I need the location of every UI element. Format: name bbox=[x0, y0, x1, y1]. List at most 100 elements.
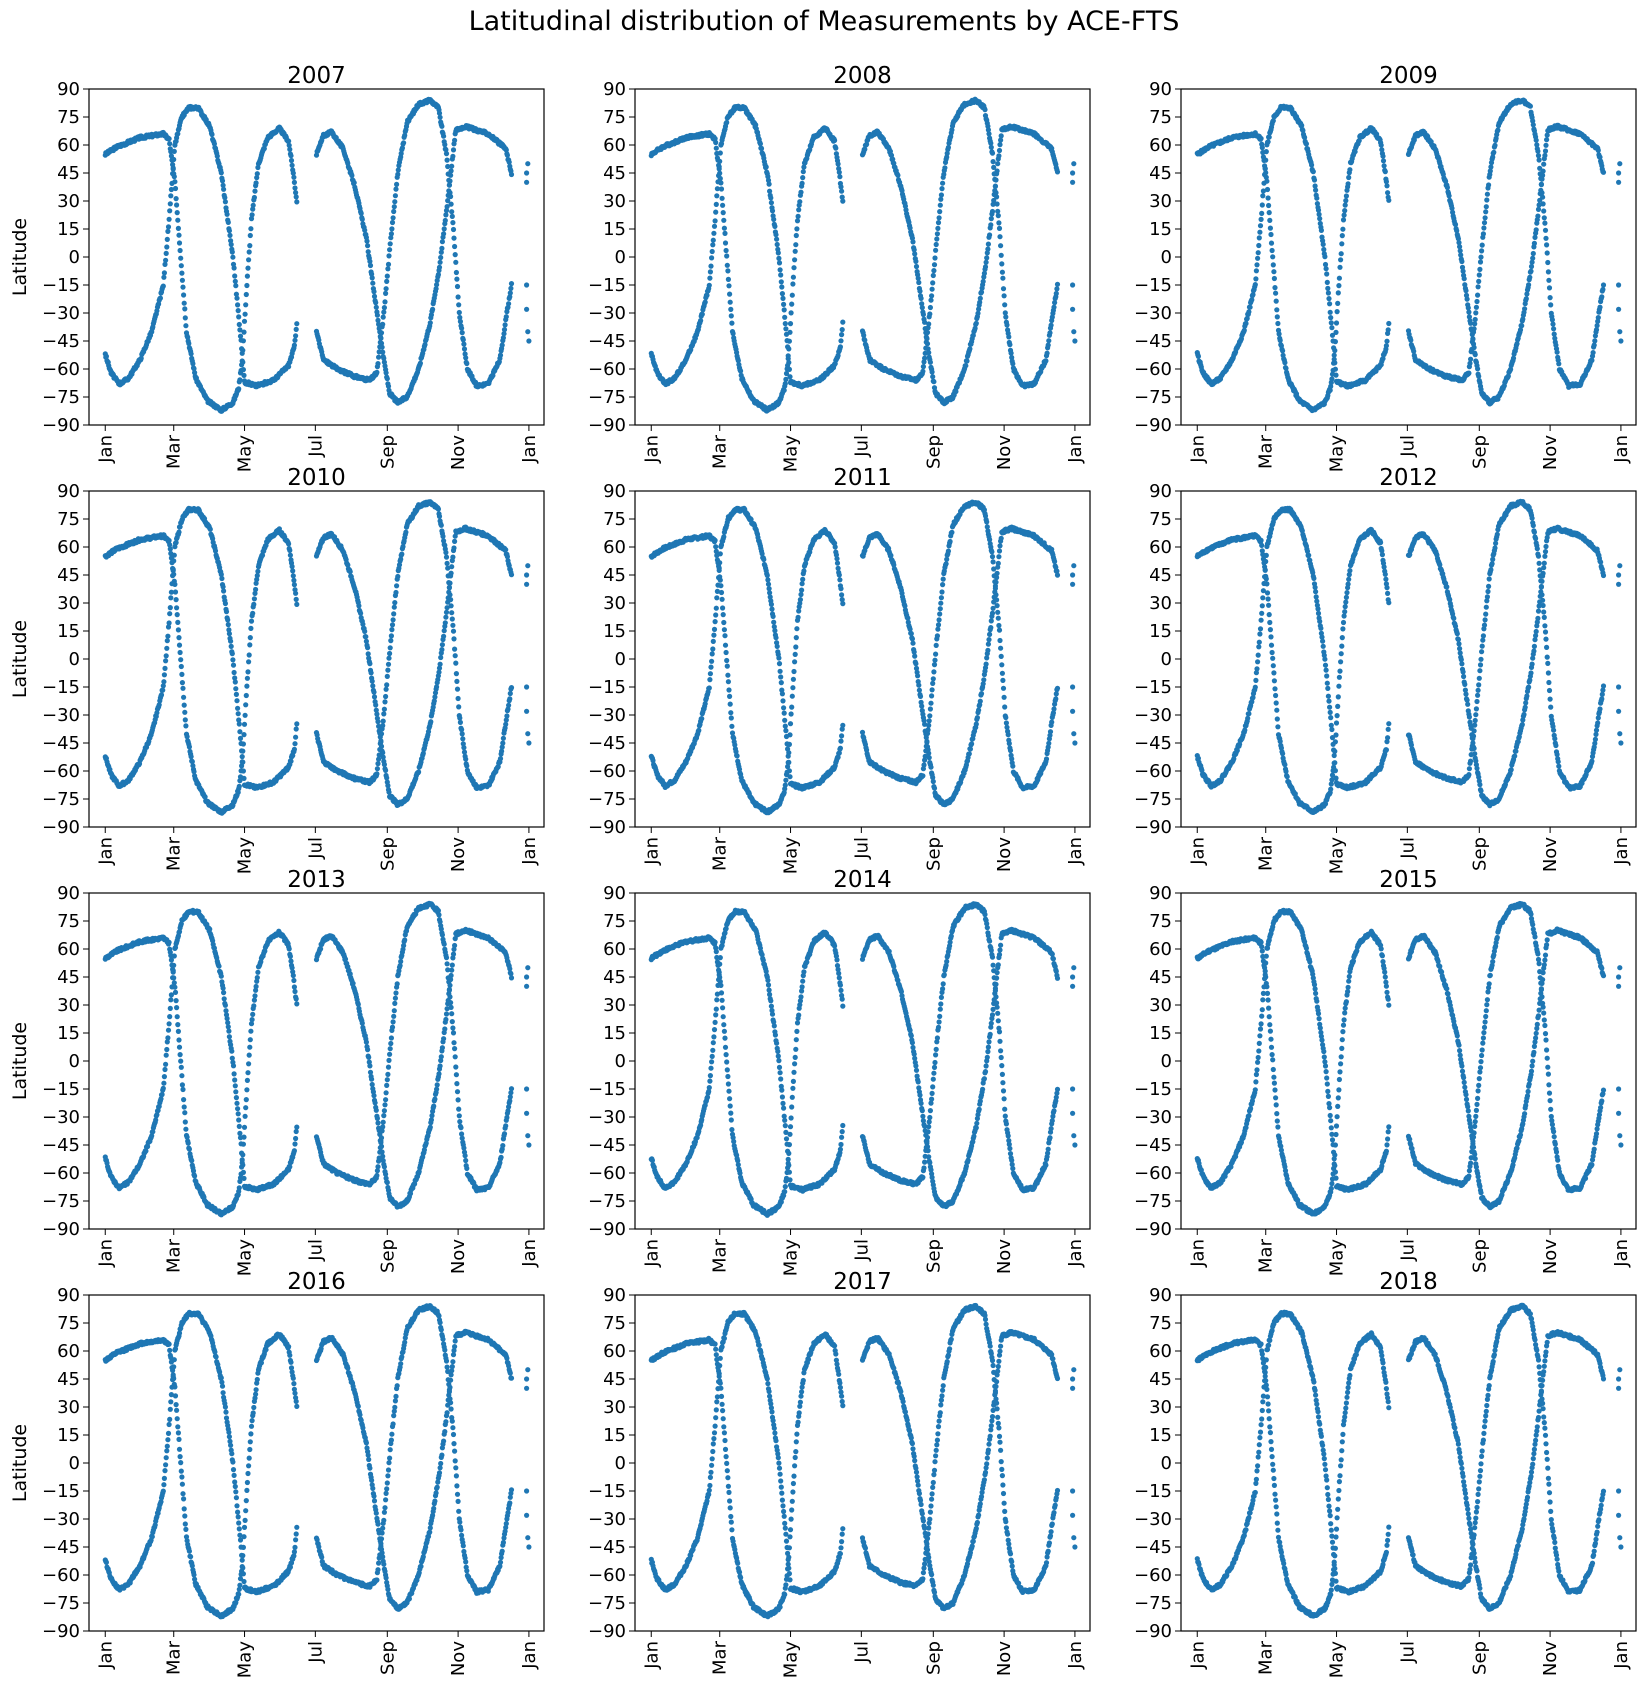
data-point bbox=[1533, 227, 1539, 233]
data-point bbox=[252, 188, 258, 194]
data-point bbox=[1466, 309, 1472, 315]
data-point bbox=[1454, 228, 1460, 234]
data-point bbox=[176, 240, 183, 246]
data-point bbox=[247, 243, 253, 249]
data-point bbox=[176, 529, 182, 535]
data-point bbox=[387, 247, 393, 253]
data-point bbox=[781, 387, 787, 393]
data-point bbox=[158, 692, 165, 698]
data-point bbox=[1479, 242, 1485, 248]
data-point bbox=[1275, 320, 1281, 327]
data-point bbox=[729, 320, 735, 326]
data-point bbox=[165, 224, 172, 230]
data-point bbox=[239, 350, 245, 356]
data-point bbox=[724, 253, 730, 259]
data-point bbox=[234, 698, 240, 704]
data-point bbox=[704, 292, 710, 298]
data-point bbox=[999, 261, 1005, 267]
data-point bbox=[997, 142, 1003, 148]
data-point bbox=[799, 180, 805, 186]
data-point bbox=[775, 250, 781, 256]
data-point bbox=[1333, 372, 1339, 378]
data-point bbox=[172, 185, 179, 192]
data-point bbox=[385, 261, 392, 267]
data-point bbox=[936, 215, 942, 221]
data-point bbox=[1534, 142, 1540, 148]
data-point bbox=[1472, 352, 1478, 358]
data-point bbox=[441, 231, 447, 237]
data-point bbox=[245, 669, 251, 675]
data-point bbox=[236, 321, 242, 328]
data-point bbox=[1492, 142, 1498, 148]
data-point bbox=[385, 783, 391, 789]
data-point bbox=[1530, 122, 1536, 128]
data-point bbox=[930, 272, 936, 279]
data-point bbox=[235, 711, 241, 717]
data-point bbox=[230, 254, 236, 260]
data-point bbox=[450, 220, 456, 226]
data-point bbox=[1313, 187, 1319, 193]
data-point bbox=[1314, 195, 1320, 201]
y-tick-label: 0 bbox=[1161, 247, 1172, 268]
y-tick-label: −90 bbox=[1134, 415, 1172, 436]
data-point bbox=[1544, 242, 1550, 248]
data-point bbox=[789, 301, 795, 307]
data-point bbox=[254, 573, 260, 579]
x-tick-label: Jul bbox=[305, 435, 326, 458]
data-point bbox=[989, 208, 996, 215]
data-point bbox=[501, 327, 508, 333]
data-point bbox=[1378, 142, 1384, 148]
data-point bbox=[1543, 142, 1549, 148]
data-point bbox=[788, 310, 794, 316]
data-point bbox=[1314, 201, 1320, 207]
data-point bbox=[1484, 191, 1490, 197]
data-point bbox=[430, 306, 436, 312]
data-point bbox=[292, 741, 298, 747]
data-point bbox=[169, 180, 175, 186]
data-point bbox=[246, 257, 252, 263]
data-point bbox=[939, 186, 945, 192]
data-point bbox=[930, 280, 936, 286]
data-point bbox=[289, 563, 295, 570]
data-point bbox=[991, 171, 997, 177]
data-point bbox=[446, 177, 452, 183]
data-point bbox=[156, 702, 162, 708]
data-point bbox=[181, 292, 187, 298]
data-point bbox=[508, 281, 515, 287]
data-point bbox=[1001, 293, 1007, 299]
data-point bbox=[1517, 327, 1524, 333]
data-point bbox=[1053, 290, 1059, 297]
data-point bbox=[506, 301, 512, 307]
data-point bbox=[774, 241, 780, 248]
y-tick-label: 0 bbox=[69, 247, 80, 268]
data-point bbox=[438, 249, 444, 255]
data-point bbox=[1540, 201, 1546, 207]
data-point bbox=[913, 258, 919, 264]
data-point bbox=[503, 314, 509, 320]
data-point bbox=[445, 198, 451, 204]
data-point bbox=[1321, 246, 1327, 253]
data-point bbox=[915, 275, 921, 281]
data-point bbox=[1481, 220, 1488, 226]
data-point bbox=[1476, 272, 1482, 278]
data-point bbox=[992, 183, 999, 189]
data-point bbox=[389, 226, 395, 232]
data-point bbox=[1000, 275, 1006, 281]
data-point bbox=[175, 217, 181, 223]
data-point bbox=[1269, 247, 1275, 254]
data-point bbox=[1491, 149, 1497, 155]
data-point bbox=[364, 238, 370, 244]
data-point bbox=[246, 659, 252, 665]
data-point bbox=[367, 661, 373, 667]
data-point bbox=[501, 331, 507, 337]
data-point bbox=[1000, 286, 1007, 292]
data-point bbox=[1537, 165, 1543, 171]
data-point bbox=[1340, 226, 1346, 232]
data-point bbox=[178, 263, 184, 269]
data-point bbox=[237, 735, 244, 742]
data-point bbox=[507, 294, 513, 300]
data-point bbox=[785, 353, 791, 359]
data-point bbox=[182, 709, 188, 715]
y-tick-label: −75 bbox=[588, 387, 626, 408]
data-point bbox=[293, 333, 299, 339]
